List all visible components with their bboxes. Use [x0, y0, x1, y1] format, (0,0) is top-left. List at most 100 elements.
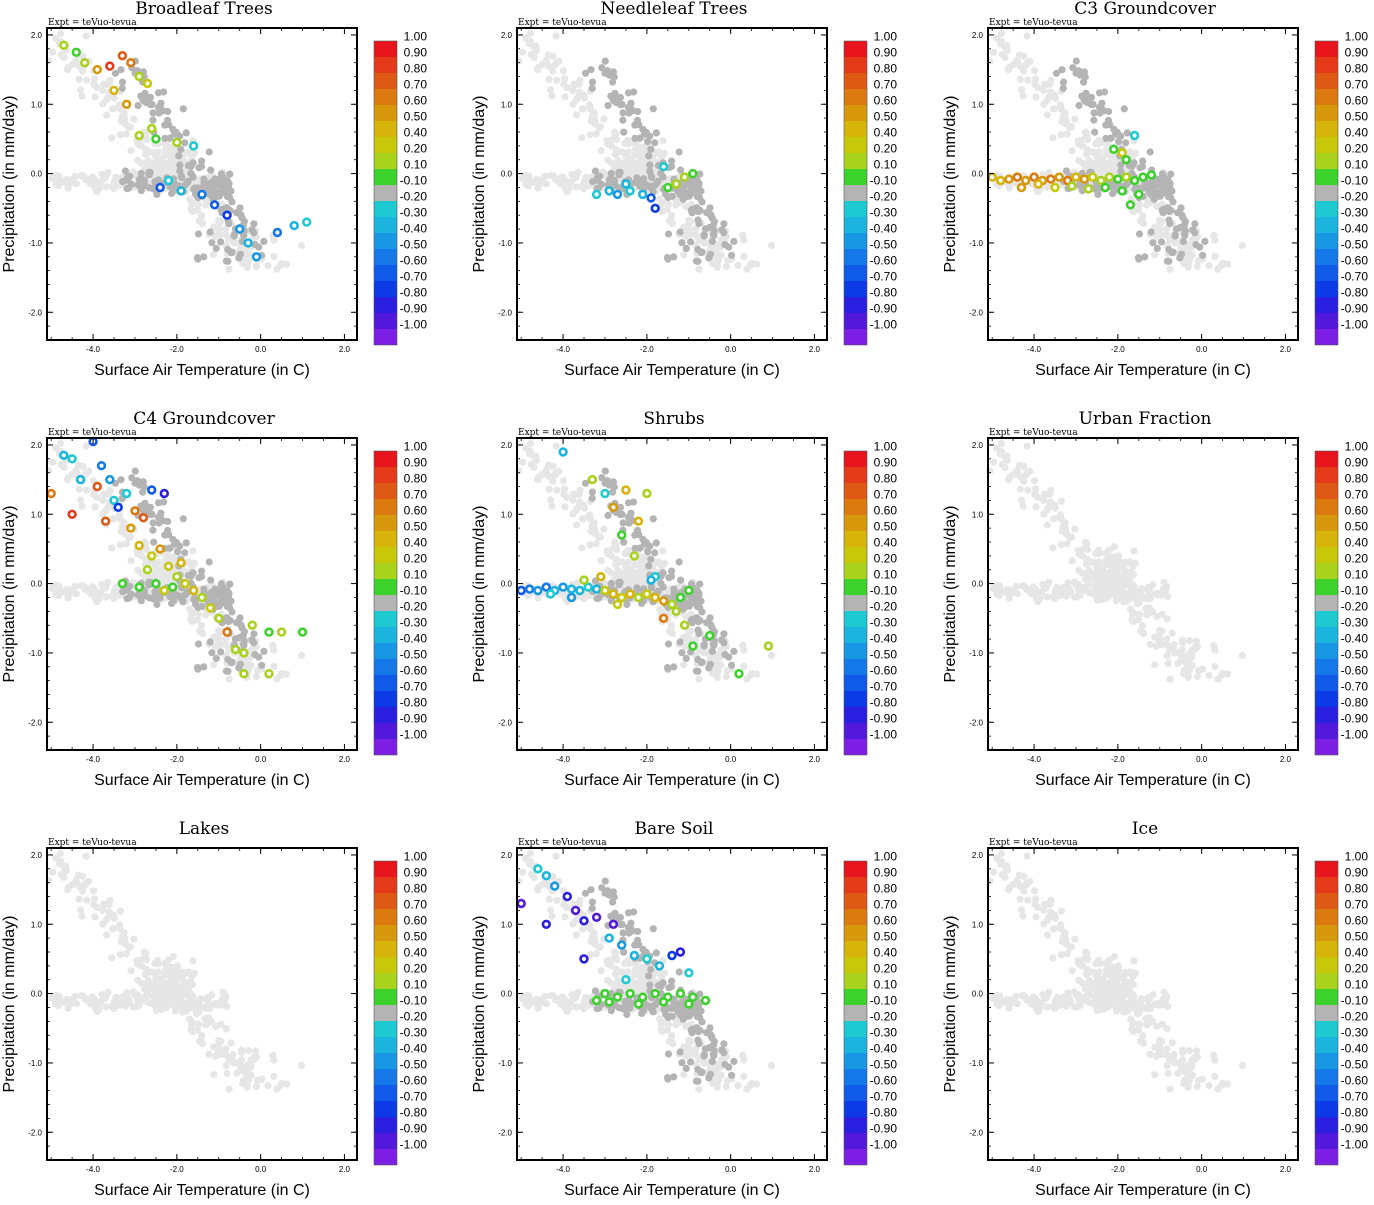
nonsignificant-point [226, 581, 233, 588]
background-point [83, 33, 90, 40]
data-point [178, 188, 185, 195]
background-point [1018, 496, 1025, 503]
data-point [1068, 183, 1075, 190]
data-point [1014, 174, 1021, 181]
colorbar-label: -0.50 [870, 648, 898, 662]
nonsignificant-point [153, 601, 160, 608]
background-point [582, 176, 589, 183]
nonsignificant-point [147, 169, 154, 176]
data-point [178, 559, 185, 566]
background-point [1239, 652, 1246, 659]
background-point [1020, 478, 1027, 485]
background-point [563, 84, 570, 91]
nonsignificant-point [207, 228, 214, 235]
x-tick-label: 2.0 [1280, 755, 1292, 764]
colorbar-label: 0.40 [404, 536, 428, 550]
x-tick-label: -4.0 [1027, 755, 1041, 764]
background-point [1016, 52, 1023, 59]
background-point [553, 443, 560, 450]
nonsignificant-point [139, 489, 146, 496]
nonsignificant-point [711, 218, 718, 225]
nonsignificant-point [647, 184, 654, 191]
background-point [548, 93, 555, 100]
panel-title: Needleleaf Trees [600, 0, 747, 19]
nonsignificant-point [668, 163, 675, 170]
background-point [1171, 649, 1178, 656]
nonsignificant-point [607, 93, 614, 100]
x-tick-label: -2.0 [1111, 755, 1125, 764]
data-point [127, 525, 134, 532]
colorbar-label: -0.70 [400, 680, 428, 694]
background-point [1023, 60, 1030, 67]
colorbar-segment [374, 451, 397, 467]
x-tick-label: 2.0 [1280, 345, 1292, 354]
colorbar-segment [374, 547, 397, 563]
nonsignificant-point [619, 511, 626, 518]
nonsignificant-point [1145, 186, 1152, 193]
nonsignificant-point [155, 520, 162, 527]
background-point [1058, 541, 1065, 548]
colorbar-label: 0.20 [404, 142, 428, 156]
background-point [1032, 93, 1039, 100]
nonsignificant-point [1075, 102, 1082, 109]
colorbar-segment [844, 707, 867, 723]
data-point [1102, 184, 1109, 191]
data-point [182, 580, 189, 587]
colorbar-label: -0.90 [400, 302, 428, 316]
nonsignificant-point [250, 630, 257, 637]
background-point [1211, 253, 1218, 260]
nonsignificant-point [664, 664, 671, 671]
colorbar-segment [844, 185, 867, 201]
x-axis-label: Surface Air Temperature (in C) [564, 772, 780, 789]
data-point [1123, 156, 1130, 163]
nonsignificant-point [181, 139, 188, 146]
background-point [576, 499, 583, 506]
colorbar-segment [844, 89, 867, 105]
nonsignificant-point [589, 85, 596, 92]
data-point [69, 455, 76, 462]
colorbar-segment [374, 723, 397, 739]
nonsignificant-point [194, 254, 201, 261]
background-point [1064, 579, 1071, 586]
nonsignificant-point [697, 207, 704, 214]
colorbar-segment [374, 233, 397, 249]
colorbar-label: 0.80 [404, 472, 428, 486]
background-point [1047, 89, 1054, 96]
nonsignificant-point [653, 129, 660, 136]
background-point [1104, 560, 1111, 567]
data-point [635, 518, 642, 525]
colorbar-segment [374, 249, 397, 265]
expt-annotation: Expt = teVuo-tevua [989, 428, 1078, 438]
data-point [644, 591, 651, 598]
colorbar-label: 0.20 [874, 142, 898, 156]
background-point [1191, 646, 1198, 653]
y-tick-label: 2.0 [501, 31, 513, 40]
colorbar-label: -0.90 [1341, 712, 1369, 726]
colorbar-segment [844, 483, 867, 499]
nonsignificant-point [728, 252, 735, 259]
background-point [542, 173, 549, 180]
colorbar-segment [844, 57, 867, 73]
nonsignificant-point [1102, 135, 1109, 142]
nonsignificant-point [627, 513, 634, 520]
colorbar-label: 0.40 [1345, 126, 1369, 140]
nonsignificant-point [194, 664, 201, 671]
colorbar-segment [1315, 57, 1338, 73]
colorbar-label: -0.50 [1341, 238, 1369, 252]
colorbar-label: 0.50 [1345, 110, 1369, 124]
nonsignificant-point [1098, 103, 1105, 110]
colorbar-segment [1315, 547, 1338, 563]
colorbar-segment [374, 707, 397, 723]
background-point [1040, 510, 1047, 517]
data-point [190, 143, 197, 150]
colorbar-segment [844, 451, 867, 467]
background-point [547, 496, 554, 503]
background-point [1023, 470, 1030, 477]
data-point [157, 546, 164, 553]
background-point [723, 263, 730, 270]
data-point [111, 87, 118, 94]
background-point [76, 76, 83, 83]
background-point [61, 589, 68, 596]
nonsignificant-point [1136, 230, 1143, 237]
colorbar-segment [844, 121, 867, 137]
